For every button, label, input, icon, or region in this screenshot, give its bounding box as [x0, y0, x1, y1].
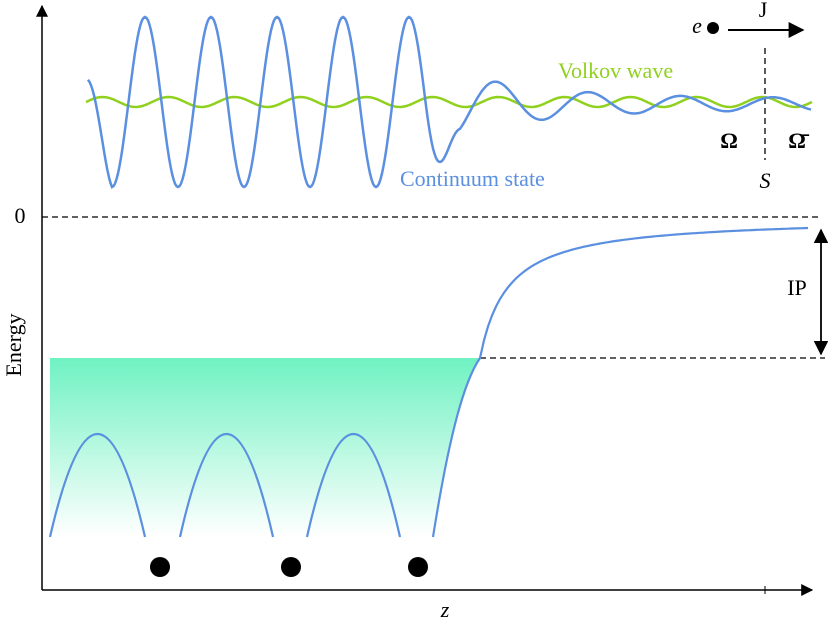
surface-label: S	[760, 168, 771, 193]
volkov-label: Volkov wave	[558, 58, 673, 83]
occupied-band	[50, 358, 480, 537]
zero-label: 0	[15, 203, 26, 228]
continuum-label: Continuum state	[400, 166, 545, 191]
omega-bar-label: Ω̄	[788, 128, 810, 153]
atom	[150, 557, 170, 577]
electron-dot	[707, 22, 719, 34]
electron-label: e	[692, 13, 702, 38]
current-label: J	[759, 0, 768, 22]
omega-label: Ω	[720, 128, 738, 153]
atom	[281, 557, 301, 577]
continuum-wave	[86, 15, 812, 189]
atom	[408, 557, 428, 577]
y-axis-label: Energy	[1, 313, 26, 376]
ip-label: IP	[787, 275, 807, 300]
potential	[48, 226, 809, 538]
x-axis-label: z	[440, 597, 450, 622]
